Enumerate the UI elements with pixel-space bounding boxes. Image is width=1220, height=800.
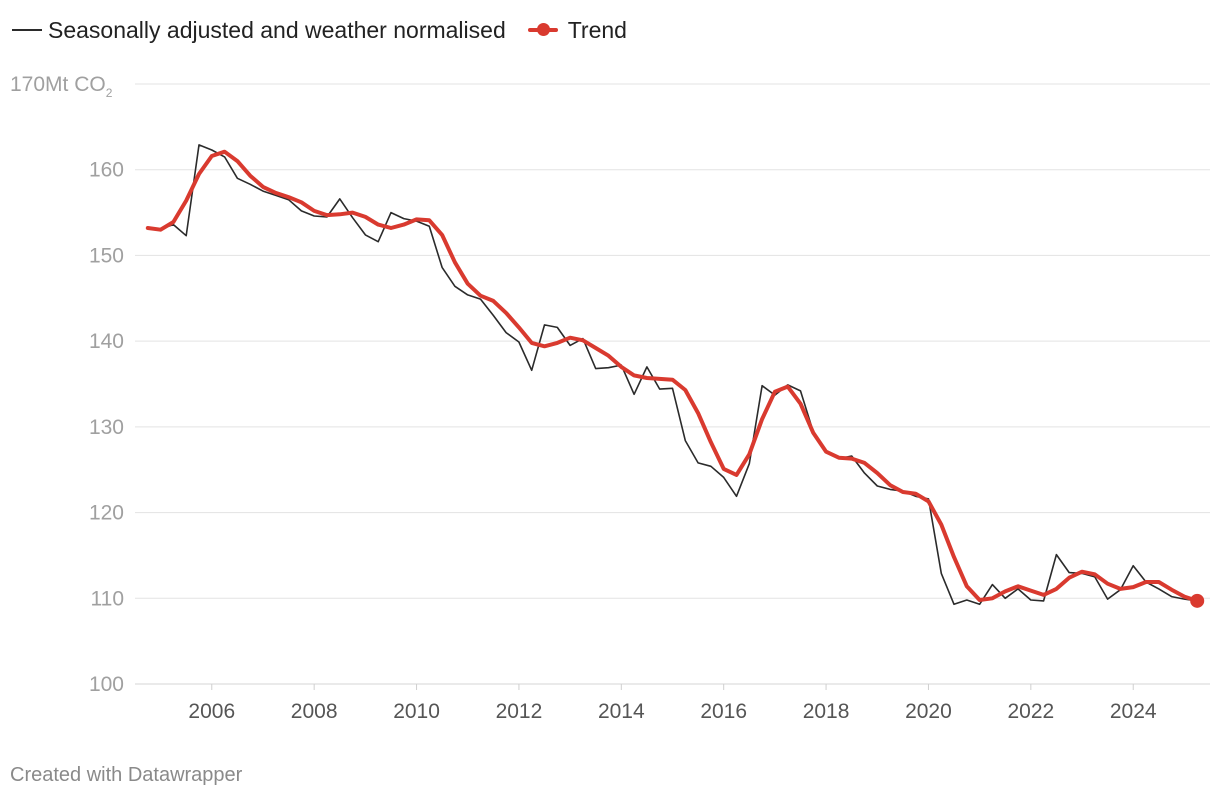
x-tick-label: 2020 xyxy=(905,700,952,723)
x-tick-label: 2008 xyxy=(291,700,338,723)
legend-item-seasonal: Seasonally adjusted and weather normalis… xyxy=(12,17,506,44)
legend: Seasonally adjusted and weather normalis… xyxy=(12,14,649,46)
y-axis-ticks: 100 110 120 130 140 150 160 170Mt CO2 xyxy=(10,73,124,696)
y-tick-label: 110 xyxy=(91,587,124,610)
y-tick-label: 140 xyxy=(89,330,124,353)
y-tick-label: 130 xyxy=(89,416,124,439)
y-tick-label: 160 xyxy=(89,159,124,182)
x-tick-label: 2018 xyxy=(803,700,850,723)
y-axis-unit-label: 170Mt CO2 xyxy=(10,73,113,100)
legend-swatch-seasonal xyxy=(12,29,42,31)
x-tick-label: 2024 xyxy=(1110,700,1157,723)
legend-label-trend: Trend xyxy=(567,16,627,43)
x-tick-label: 2012 xyxy=(496,700,543,723)
series-line-seasonal xyxy=(147,144,1198,606)
x-tick-label: 2022 xyxy=(1007,700,1054,723)
x-tick-label: 2006 xyxy=(188,700,235,723)
legend-label-seasonal: Seasonally adjusted and weather normalis… xyxy=(48,16,506,43)
series-line-trend xyxy=(145,149,1200,603)
footer-credit: Created with Datawrapper xyxy=(10,764,243,786)
x-tick-label: 2010 xyxy=(393,700,440,723)
trend-end-point xyxy=(1190,593,1205,608)
legend-item-trend: Trend xyxy=(527,16,627,44)
x-tick-label: 2016 xyxy=(700,700,747,723)
legend-swatch-trend xyxy=(527,23,558,36)
x-tick-label: 2014 xyxy=(598,700,645,723)
x-axis-ticks: 2006 2008 2010 2012 2014 2016 2018 2020 2022 2024 xyxy=(188,684,1157,723)
y-tick-label: 100 xyxy=(89,673,124,696)
y-tick-label: 120 xyxy=(89,502,124,525)
series-group xyxy=(145,144,1205,608)
y-tick-label: 150 xyxy=(89,244,124,267)
